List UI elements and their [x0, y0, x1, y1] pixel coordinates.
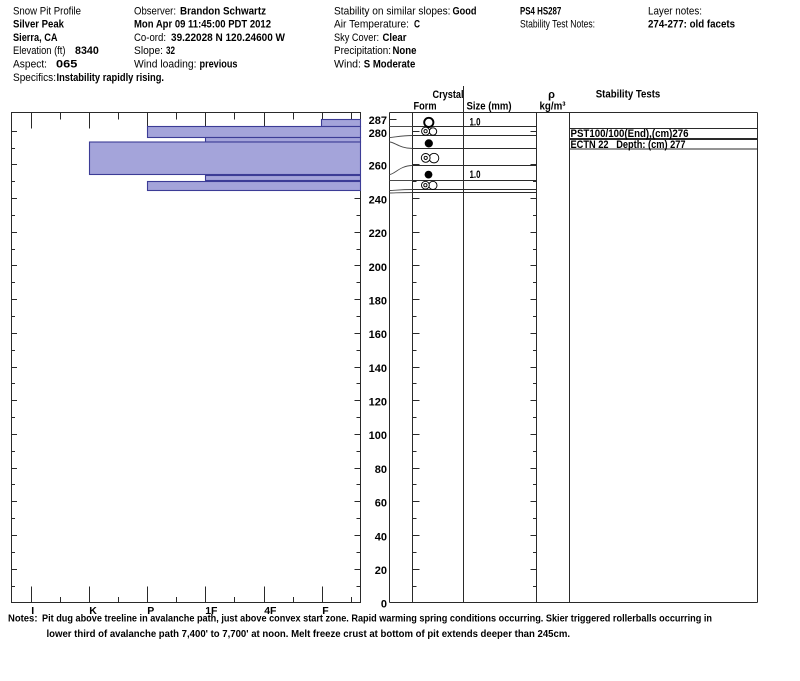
svg-text:Notes:: Notes: [8, 614, 38, 625]
svg-text:F: F [322, 605, 329, 617]
svg-text:PST100/100(End),(cm)276: PST100/100(End),(cm)276 [571, 128, 689, 140]
svg-text:Layer notes:: Layer notes: [648, 5, 702, 17]
svg-text:140: 140 [369, 363, 387, 375]
svg-text:Observer:: Observer: [134, 5, 176, 17]
svg-text:1F: 1F [205, 605, 218, 617]
svg-text:Aspect:: Aspect: [13, 59, 47, 71]
svg-text:180: 180 [369, 295, 387, 307]
svg-text:100: 100 [369, 430, 387, 442]
svg-text:Crystal: Crystal [433, 89, 464, 101]
svg-text:PS4 HS287: PS4 HS287 [520, 5, 561, 17]
svg-text:1.0: 1.0 [470, 169, 481, 181]
svg-text:kg/m³: kg/m³ [540, 101, 566, 113]
svg-text:Mon Apr 09 11:45:00 PDT 2012: Mon Apr 09 11:45:00 PDT 2012 [134, 19, 271, 31]
svg-text:Size (mm): Size (mm) [467, 101, 512, 113]
svg-text:240: 240 [369, 194, 387, 206]
svg-text:Stability on similar slopes:: Stability on similar slopes: [334, 5, 451, 17]
svg-text:Slope:: Slope: [134, 45, 163, 57]
svg-text:Brandon Schwartz: Brandon Schwartz [180, 5, 266, 17]
svg-text:K: K [89, 605, 97, 617]
svg-text:Specifics:: Specifics: [13, 72, 56, 84]
svg-text:Stability Tests: Stability Tests [596, 89, 661, 101]
svg-text:S Moderate: S Moderate [364, 59, 416, 71]
svg-text:32: 32 [166, 45, 175, 57]
svg-text:80: 80 [375, 464, 387, 476]
svg-text:1.0: 1.0 [470, 117, 481, 129]
svg-text:220: 220 [369, 228, 387, 240]
svg-text:39.22028 N 120.24600 W: 39.22028 N 120.24600 W [171, 32, 286, 44]
svg-text:Sierra, CA: Sierra, CA [13, 32, 58, 44]
svg-text:previous: previous [200, 59, 238, 71]
svg-text:Silver Peak: Silver Peak [13, 19, 65, 31]
svg-text:I: I [31, 605, 34, 617]
svg-text:ECTN 22 Depth: (cm) 277: ECTN 22 Depth: (cm) 277 [571, 139, 686, 151]
svg-text:280: 280 [369, 128, 387, 140]
svg-text:None: None [393, 45, 417, 57]
svg-text:lower third of avalanche path: lower third of avalanche path 7,400' to … [47, 629, 571, 640]
svg-text:Sky Cover:: Sky Cover: [334, 32, 379, 44]
svg-text:Precipitation:: Precipitation: [334, 45, 391, 57]
svg-text:20: 20 [375, 565, 387, 577]
svg-text:065: 065 [56, 59, 77, 71]
svg-text:Snow Pit Profile: Snow Pit Profile [13, 5, 81, 17]
svg-text:Form: Form [414, 101, 437, 113]
svg-text:Stability Test Notes:: Stability Test Notes: [520, 19, 595, 31]
svg-text:200: 200 [369, 262, 387, 274]
svg-text:274-277: old facets: 274-277: old facets [648, 19, 735, 31]
svg-text:Co-ord:: Co-ord: [134, 32, 166, 44]
svg-text:P: P [147, 605, 154, 617]
svg-text:Good: Good [453, 5, 477, 17]
svg-text:Pit dug above treeline in aval: Pit dug above treeline in avalanche path… [42, 614, 712, 625]
svg-text:60: 60 [375, 498, 387, 510]
svg-text:160: 160 [369, 329, 387, 341]
svg-text:8340: 8340 [75, 45, 99, 57]
svg-text:Instability rapidly rising.: Instability rapidly rising. [57, 72, 165, 84]
svg-text:4F: 4F [264, 605, 277, 617]
svg-text:Air Temperature:: Air Temperature: [334, 19, 409, 31]
svg-text:287: 287 [369, 115, 387, 127]
svg-text:ρ: ρ [548, 89, 555, 101]
svg-text:C: C [414, 19, 420, 31]
svg-text:Elevation (ft): Elevation (ft) [13, 45, 66, 57]
svg-text:Clear: Clear [383, 32, 408, 44]
svg-text:260: 260 [369, 161, 387, 173]
svg-text:120: 120 [369, 397, 387, 409]
svg-text:Wind:: Wind: [334, 59, 361, 71]
svg-text:0: 0 [381, 599, 387, 611]
svg-text:40: 40 [375, 531, 387, 543]
svg-text:Wind loading:: Wind loading: [134, 59, 197, 71]
